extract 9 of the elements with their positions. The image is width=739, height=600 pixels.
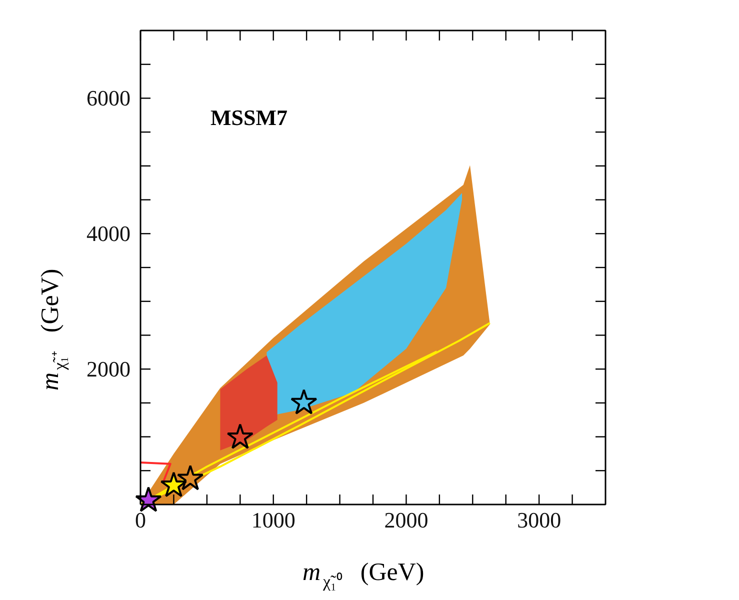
x-tick-label: 2000 bbox=[384, 508, 428, 532]
y-tick-label: 4000 bbox=[86, 221, 130, 246]
x-tick-label: 3000 bbox=[517, 508, 562, 532]
x-tick-label: 0 bbox=[135, 508, 146, 532]
y-tick-label: 6000 bbox=[86, 86, 130, 111]
x-tick-label: 1000 bbox=[251, 508, 296, 532]
y-tick-label: 2000 bbox=[86, 356, 130, 382]
y-axis-title: mχ̃₁⁺ (GeV) bbox=[37, 268, 69, 390]
text: MSSM7 bbox=[210, 105, 288, 130]
